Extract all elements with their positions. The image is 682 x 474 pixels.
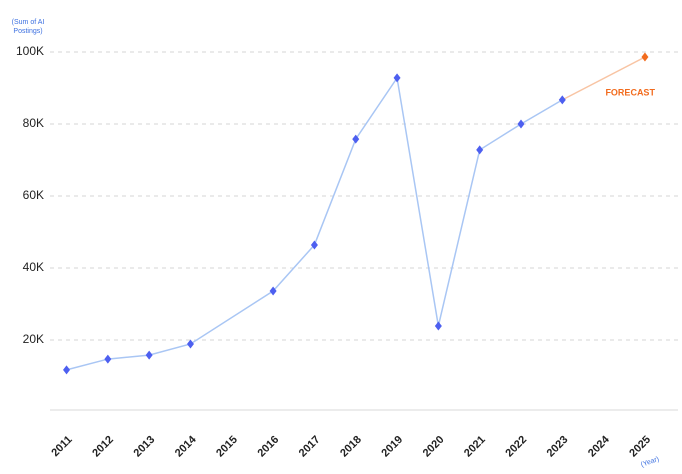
x-axis-label: (Year): [640, 456, 660, 469]
x-tick-label: 2012: [90, 434, 116, 460]
x-tick-label: 2024: [586, 433, 612, 459]
point-marker: [434, 321, 442, 331]
point-marker: [641, 52, 649, 62]
x-tick-label: 2013: [132, 434, 158, 460]
point-marker: [476, 145, 484, 155]
forecast-line: [561, 56, 646, 101]
series-line: [66, 75, 563, 371]
x-tick-label: 2019: [379, 434, 405, 460]
x-tick-label: 2023: [545, 434, 571, 460]
x-tick-label: 2014: [173, 433, 199, 459]
y-tick-label: 60K: [23, 188, 44, 202]
x-tick-label: 2020: [421, 434, 447, 460]
x-tick-label: 2021: [462, 434, 488, 460]
y-axis-label: (Sum of AI Postings): [11, 19, 45, 35]
y-tick-label: 80K: [23, 116, 44, 130]
point-marker: [145, 350, 153, 360]
point-marker: [352, 134, 360, 144]
point-marker: [186, 339, 194, 349]
point-marker: [558, 95, 566, 105]
x-tick-label: 2016: [255, 434, 281, 460]
x-tick-label: 2011: [49, 434, 74, 459]
x-tick-label: 2025: [627, 434, 653, 460]
point-marker: [517, 119, 525, 129]
forecast-label: FORECAST: [605, 87, 655, 97]
y-tick-label: 40K: [23, 260, 44, 274]
x-tick-label: 2018: [338, 434, 364, 460]
y-tick-label: 100K: [16, 44, 44, 58]
point-marker: [63, 365, 71, 375]
y-tick-label: 20K: [23, 332, 44, 346]
point-marker: [393, 73, 401, 83]
point-marker: [269, 286, 277, 296]
x-tick-label: 2022: [503, 434, 529, 460]
point-marker: [310, 240, 318, 250]
x-tick-label: 2017: [297, 434, 323, 460]
point-marker: [104, 354, 112, 364]
x-tick-label: 2015: [214, 434, 240, 460]
